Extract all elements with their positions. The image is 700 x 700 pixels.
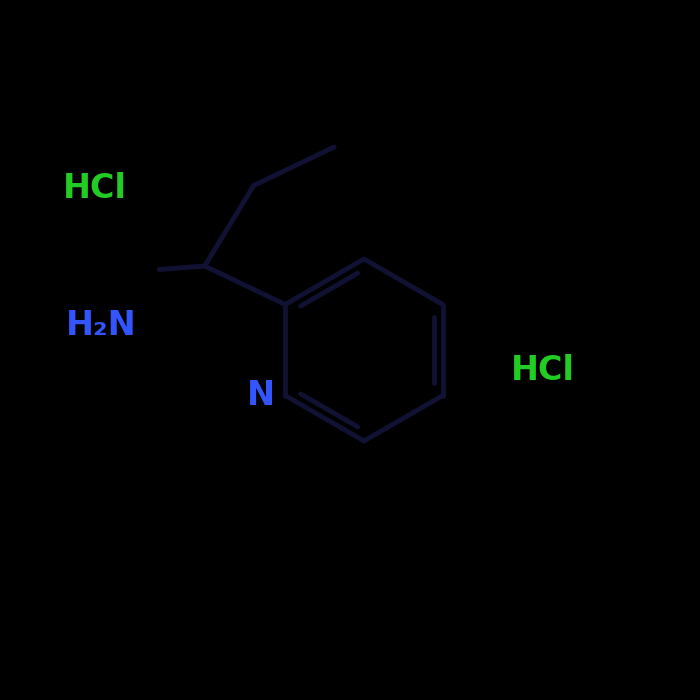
Text: HCl: HCl — [63, 172, 127, 206]
Text: N: N — [246, 379, 274, 412]
Text: H₂N: H₂N — [66, 309, 136, 342]
Text: HCl: HCl — [511, 354, 575, 388]
